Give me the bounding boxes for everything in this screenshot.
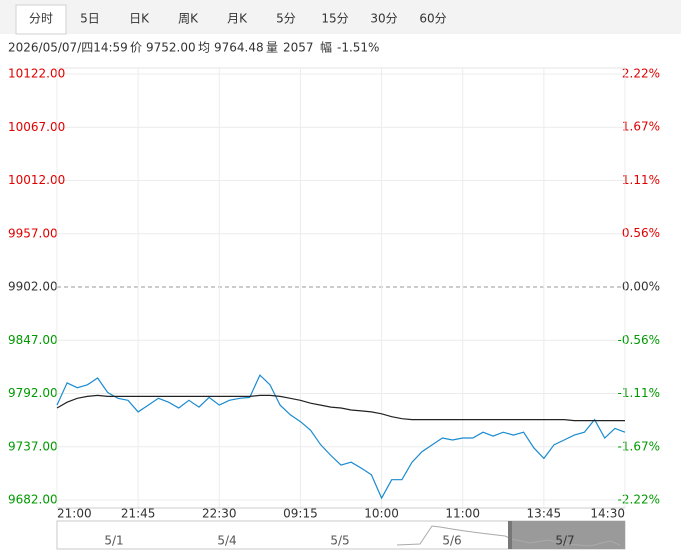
tab[interactable]: 60分: [419, 12, 446, 26]
y-tick-label: 10122.00: [8, 67, 65, 81]
tab[interactable]: 5分: [276, 12, 296, 26]
y-tick-label: 9957.00: [8, 226, 58, 240]
y2-tick-label: 0.00%: [622, 280, 660, 294]
x-tick-label: 22:30: [202, 507, 237, 521]
y-tick-label: 9737.00: [8, 439, 58, 453]
info-price-label: 价: [130, 41, 142, 55]
y2-tick-label: 2.22%: [622, 67, 660, 81]
tab[interactable]: 日K: [129, 12, 150, 26]
info-price: 9752.00: [146, 41, 196, 55]
tab[interactable]: 周K: [178, 12, 199, 26]
active-tab: [15, 4, 67, 35]
info-amp: -1.51%: [337, 41, 379, 55]
tab[interactable]: 30分: [370, 12, 397, 26]
x-tick-label: 11:00: [445, 507, 480, 521]
info-line: 2026/05/07/四14:59 价 9752.00 均 9764.48 量 2057 幅 -…: [8, 40, 379, 55]
tab[interactable]: 5日: [80, 12, 100, 26]
x-tick-label: 21:45: [121, 507, 156, 521]
tab[interactable]: 月K: [227, 12, 248, 26]
navigator-label: 5/6: [442, 534, 461, 548]
y-tick-label: 9792.00: [8, 386, 58, 400]
series-line: [56, 394, 625, 422]
y-tick-label: 9902.00: [8, 280, 58, 294]
y2-tick-label: 1.67%: [622, 119, 660, 133]
y2-tick-label: -0.56%: [618, 333, 660, 347]
tab[interactable]: 15分: [321, 12, 348, 26]
info-avg: 9764.48: [214, 41, 264, 55]
x-tick-label: 21:00: [57, 507, 92, 521]
y-tick-label: 10012.00: [8, 173, 65, 187]
navigator-label: 5/4: [217, 534, 236, 548]
navigator-label: 5/5: [330, 534, 349, 548]
y2-tick-label: -1.11%: [618, 386, 660, 400]
info-datetime: 2026/05/07/四14:59: [8, 41, 128, 55]
y-tick-label: 9847.00: [8, 333, 58, 347]
y2-tick-label: -2.22%: [618, 493, 660, 507]
navigator-line: [396, 525, 621, 547]
x-tick-label: 09:15: [283, 507, 318, 521]
tab[interactable]: 分时: [29, 12, 53, 26]
navigator-handle[interactable]: [508, 521, 512, 549]
tabs: 分时 5日 日K 周K 月K 5分 15分 30分 60分: [29, 12, 447, 26]
navigator-label: 5/1: [104, 534, 123, 548]
y2-tick-label: 0.56%: [622, 226, 660, 240]
y2-tick-label: 1.11%: [622, 173, 660, 187]
info-avg-label: 均: [198, 41, 210, 55]
y-tick-label: 10067.00: [8, 120, 65, 134]
x-tick-label: 14:30: [590, 507, 625, 521]
y2-tick-label: -1.67%: [618, 440, 660, 454]
series-line: [56, 374, 626, 500]
tab-bar: [0, 0, 681, 34]
y-tick-label: 9682.00: [8, 493, 58, 507]
info-amp-label: 幅: [320, 40, 332, 55]
navigator: 5/1 5/4 5/5 5/6 5/7: [56, 520, 626, 550]
navigator-label: 5/7: [555, 534, 574, 548]
plot: 10122.00 10067.00 10012.00 9957.00 9902.00 98…: [8, 67, 660, 521]
x-tick-label: 10:00: [364, 507, 399, 521]
info-vol: 2057: [283, 41, 314, 55]
info-vol-label: 量: [266, 41, 278, 55]
x-tick-label: 13:45: [527, 507, 562, 521]
